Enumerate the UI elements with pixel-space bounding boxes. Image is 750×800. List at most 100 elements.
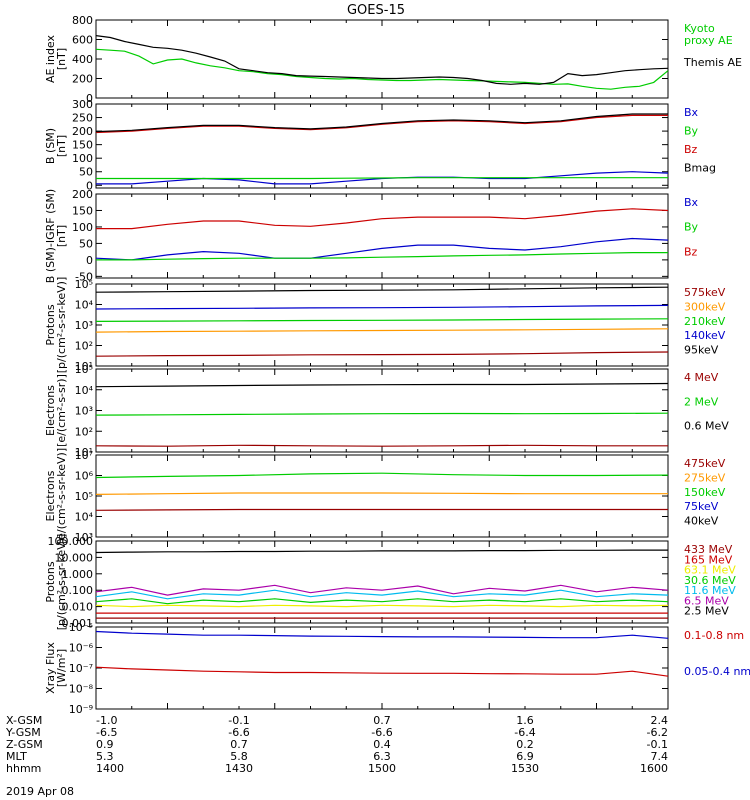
footer-value: 5.3 [96,750,114,763]
y-axis-label: [e/(cm²-s-sr-keV)] [55,448,68,544]
footer-value: 7.4 [651,750,669,763]
y-axis-label: [p/(cm²-s-sr-keV)] [55,277,68,374]
series-line-Kyoto-proxy-AE [95,48,669,90]
y-axis-label: Electrons [44,470,57,521]
y-tick-label: 10⁴ [75,384,94,397]
legend-label: 0.6 MeV [684,420,729,433]
y-tick-label: 10¹ [75,446,93,459]
legend-label: 95keV [684,344,719,357]
footer-value: 1500 [368,762,396,775]
y-axis-label: AE index [44,34,57,83]
series-line-140keV [95,304,669,310]
legend-label: 75keV [684,500,719,513]
y-tick-label: 400 [72,53,93,66]
y-axis-label: [nT] [55,135,68,157]
series-line-475keV [95,508,668,511]
footer-row-label: X-GSM [6,714,42,727]
legend-label: 475keV [684,457,726,470]
legend-label: Kyoto [684,22,715,35]
series-line-150keV [95,472,669,479]
legend-label: 0.1-0.8 nm [684,629,744,642]
y-tick-label: 200 [72,73,93,86]
footer-value: 6.9 [516,750,534,763]
legend-label: 0.05-0.4 nm [684,665,750,678]
series-line-6.5-MeV [95,584,669,596]
legend-label: Bx [684,106,699,119]
y-tick-label: 10⁵ [75,490,93,503]
footer-value: -0.1 [647,738,668,751]
y-tick-label: 10⁷ [75,449,93,462]
y-tick-label: 0.010 [62,601,94,614]
y-tick-label: 10⁻⁹ [69,703,93,716]
y-axis-label: Xray Flux [44,642,57,694]
panel-frame [95,103,669,189]
y-tick-label: 100.000 [48,535,94,548]
y-tick-label: 0 [86,179,93,192]
y-tick-label: 0 [86,92,93,105]
footer-row-label: MLT [6,750,27,763]
legend-label: Bx [684,196,699,209]
legend-label: 140keV [684,329,726,342]
panel-electrons2: 10³ 10⁴ 10⁵ 10⁶ 10⁷ Electrons[e/(cm²-s-sr-keV… [44,448,726,544]
series-line-30.6-MeV [95,598,669,605]
y-tick-label: 200 [72,188,93,201]
y-tick-label: 0.001 [62,617,94,630]
y-tick-label: 150 [72,139,93,152]
legend-label: proxy AE [684,34,733,47]
y-tick-label: 10⁻⁷ [69,662,93,675]
panel-frame [95,626,669,710]
footer-value: 0.9 [96,738,114,751]
legend-label: 63.1 MeV [684,564,736,577]
y-tick-label: 0 [86,254,93,267]
legend-label: 150keV [684,486,726,499]
legend-label: 433 MeV [684,543,733,556]
y-axis-label: [W/m²] [55,649,68,687]
y-tick-label: 10³ [75,319,93,332]
legend-label: 300keV [684,300,726,313]
y-tick-label: 10¹ [75,360,93,373]
panel-frame [95,540,669,624]
series-line-0.1-0.8-nm [95,666,669,677]
footer-value: 1.6 [516,714,534,727]
legend-label: 40keV [684,515,719,528]
y-tick-label: 10⁻⁵ [69,621,93,634]
legend-label: 165 MeV [684,553,733,566]
series-line-210keV [95,318,669,322]
y-tick-label: 10³ [75,405,93,418]
series-line-2.5-MeV [95,549,668,554]
y-tick-label: 10³ [75,531,93,544]
y-axis-label: Protons [44,304,57,345]
panel-xray: 10⁻⁹ 10⁻⁸ 10⁻⁷ 10⁻⁶ 10⁻⁵ Xray Flux[W/m²] 0.1-0… [44,621,750,716]
footer-value: 1530 [511,762,539,775]
legend-label: 6.5 MeV [684,594,729,607]
legend-label: 275keV [684,471,726,484]
y-tick-label: 1.000 [62,568,94,581]
series-line-300keV [95,328,669,333]
footer-value: 0.7 [230,738,248,751]
series-line-By [96,177,668,180]
panel-protons: 10¹ 10² 10³ 10⁴ 10⁵ Protons[p/(cm²-s-sr-keV)]… [44,277,726,374]
footer-row-label: Z-GSM [6,738,43,751]
y-axis-label: Protons [44,561,57,602]
series-line-By [96,252,668,261]
y-tick-label: 10⁻⁶ [69,642,94,655]
y-tick-label: 10⁴ [75,511,94,524]
y-tick-label: 300 [72,98,93,111]
series-line-2-MeV [95,412,669,416]
y-axis-label: B (SM) [44,128,57,164]
series-line-Themis-AE [95,35,669,85]
series-line-Bx [95,237,669,261]
legend-label: 575keV [684,286,726,299]
legend-label: 2 MeV [684,395,719,408]
y-tick-label: 250 [72,112,93,125]
panel-hiprotons: 0.001 0.010 0.100 1.000 10.000 100.000 Protons… [44,534,736,631]
legend-label: Bz [684,245,698,258]
y-tick-label: 50 [79,237,93,250]
footer-value: -1.0 [96,714,117,727]
chart-title: GOES-15 [347,3,405,18]
legend-label: Bz [684,143,698,156]
y-tick-label: 50 [79,166,93,179]
